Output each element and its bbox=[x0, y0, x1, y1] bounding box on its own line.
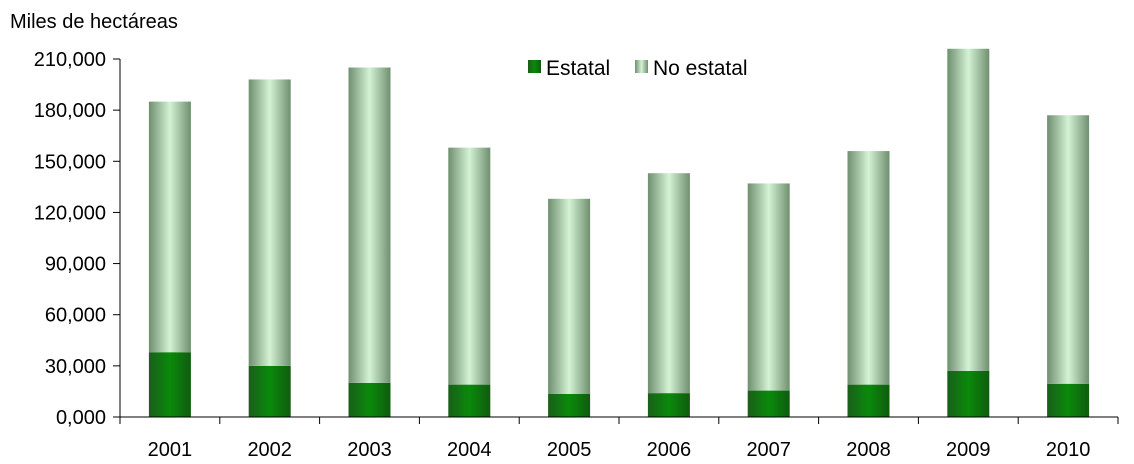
y-tick-label: 30,000 bbox=[45, 356, 106, 378]
bar-estatal bbox=[348, 382, 391, 417]
y-tick-label: 90,000 bbox=[45, 254, 106, 276]
x-tick-label: 2008 bbox=[846, 439, 891, 461]
bar-no-estatal bbox=[747, 183, 790, 391]
bars-group bbox=[148, 48, 1090, 417]
bar-no-estatal bbox=[348, 67, 391, 383]
y-tick-label: 60,000 bbox=[45, 305, 106, 327]
bar-estatal bbox=[847, 384, 890, 417]
legend-label-no-estatal: No estatal bbox=[653, 57, 748, 80]
bar-no-estatal bbox=[248, 79, 291, 366]
bar-estatal bbox=[148, 352, 191, 417]
x-tick-label: 2010 bbox=[1046, 439, 1091, 461]
bar-no-estatal bbox=[448, 147, 491, 385]
x-tick-label: 2006 bbox=[647, 439, 692, 461]
bar-estatal bbox=[1047, 383, 1090, 417]
y-tick-label: 120,000 bbox=[34, 202, 106, 224]
y-tick-label: 210,000 bbox=[34, 49, 106, 71]
y-axis: 0,000 30,000 60,000 90,000 120,000 150,000 180… bbox=[34, 49, 121, 429]
legend-swatch-estatal bbox=[528, 60, 541, 73]
bar-estatal bbox=[248, 365, 291, 417]
bar-no-estatal bbox=[1047, 115, 1090, 384]
bar-estatal bbox=[947, 370, 990, 417]
legend: Estatal No estatal bbox=[528, 57, 748, 80]
bar-no-estatal bbox=[148, 101, 191, 353]
bar-no-estatal bbox=[847, 151, 890, 385]
bar-estatal bbox=[448, 384, 491, 417]
y-tick-label: 180,000 bbox=[34, 100, 106, 122]
bar-no-estatal bbox=[548, 198, 591, 394]
x-tick-label: 2003 bbox=[347, 439, 392, 461]
legend-label-estatal: Estatal bbox=[546, 57, 610, 80]
x-tick-label: 2009 bbox=[946, 439, 991, 461]
legend-swatch-no-estatal bbox=[635, 60, 648, 73]
x-tick-label: 2005 bbox=[547, 439, 592, 461]
x-tick-label: 2004 bbox=[447, 439, 492, 461]
y-tick-label: 0,000 bbox=[56, 407, 106, 429]
x-tick-label: 2001 bbox=[148, 439, 193, 461]
x-tick-label: 2007 bbox=[746, 439, 791, 461]
bar-estatal bbox=[647, 393, 690, 417]
x-axis: 2001 2002 2003 2004 2005 2006 2007 2008 2009 2010 bbox=[119, 416, 1119, 461]
x-tick-label: 2002 bbox=[247, 439, 292, 461]
bar-estatal bbox=[747, 390, 790, 417]
bar-no-estatal bbox=[647, 173, 690, 394]
y-axis-title: Miles de hectáreas bbox=[10, 11, 178, 33]
y-tick-label: 150,000 bbox=[34, 151, 106, 173]
bar-no-estatal bbox=[947, 48, 990, 371]
bar-estatal bbox=[548, 393, 591, 417]
